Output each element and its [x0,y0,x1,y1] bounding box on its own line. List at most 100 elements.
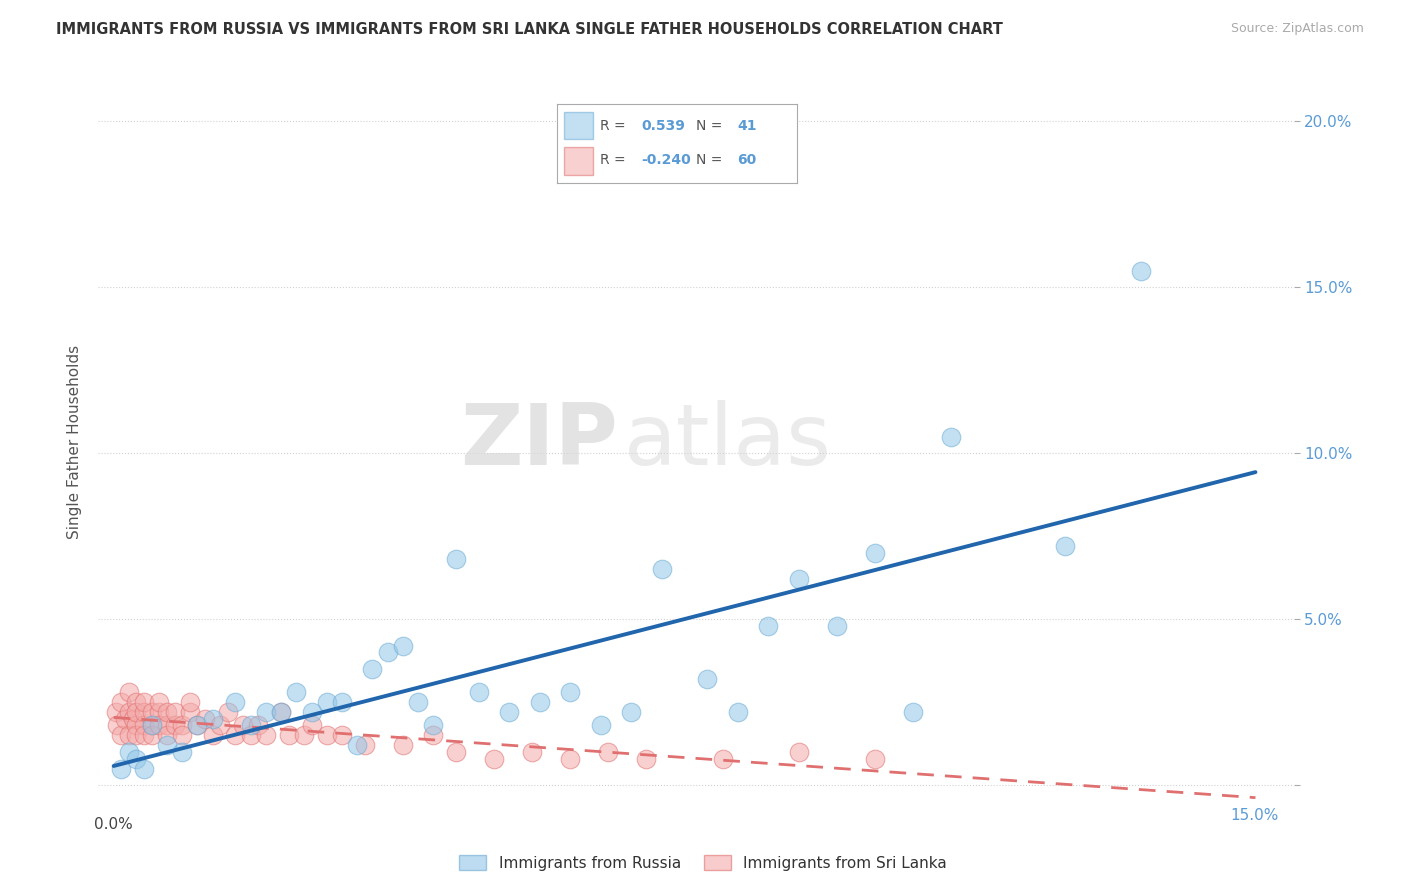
Point [132,705,155,719]
Point [224,728,246,742]
Point [114,712,136,726]
Point [589,718,612,732]
Point [125,705,148,719]
Text: Source: ZipAtlas.com: Source: ZipAtlas.com [1230,22,1364,36]
Point [529,695,551,709]
Point [330,728,353,742]
Point [444,745,467,759]
Point [444,552,467,566]
Point [598,745,620,759]
Point [201,712,224,726]
Point [361,662,384,676]
Point [186,718,208,732]
FancyBboxPatch shape [564,112,593,139]
Point [148,718,170,732]
Point [353,739,375,753]
Point [522,745,544,759]
Point [179,705,201,719]
Legend: Immigrants from Russia, Immigrants from Sri Lanka: Immigrants from Russia, Immigrants from … [450,846,956,880]
Point [132,728,155,742]
Text: 0.539: 0.539 [641,119,685,133]
Point [125,728,148,742]
Point [232,718,254,732]
Point [392,639,415,653]
Point [156,739,179,753]
Point [392,739,415,753]
Point [118,728,141,742]
Point [163,718,186,732]
Point [285,685,308,699]
Point [696,672,718,686]
Point [148,705,170,719]
Point [247,718,270,732]
Point [110,695,132,709]
Point [636,751,658,765]
Text: 15.0%: 15.0% [1230,808,1278,823]
Point [132,762,155,776]
Point [239,728,262,742]
Point [277,728,299,742]
Point [125,718,148,732]
Point [239,718,262,732]
Point [1130,263,1153,277]
Point [141,718,163,732]
Point [186,718,208,732]
Point [194,712,217,726]
Point [201,728,224,742]
Point [118,685,141,699]
Point [156,705,179,719]
Point [620,705,643,719]
Point [118,705,141,719]
Point [422,728,444,742]
Text: 41: 41 [737,119,756,133]
Point [468,685,491,699]
Point [141,728,163,742]
Point [711,751,734,765]
Point [422,718,444,732]
Point [172,745,194,759]
Text: IMMIGRANTS FROM RUSSIA VS IMMIGRANTS FROM SRI LANKA SINGLE FATHER HOUSEHOLDS COR: IMMIGRANTS FROM RUSSIA VS IMMIGRANTS FRO… [56,22,1002,37]
Point [125,751,148,765]
Point [104,705,127,719]
Point [863,546,886,560]
Point [901,705,924,719]
Text: N =: N = [696,119,723,133]
Text: -0.240: -0.240 [641,153,690,168]
Point [156,718,179,732]
Point [209,718,232,732]
Point [118,745,141,759]
Point [315,695,337,709]
Point [484,751,506,765]
Point [787,745,810,759]
Point [301,705,323,719]
Point [172,728,194,742]
Point [825,619,848,633]
FancyBboxPatch shape [564,147,593,175]
Point [107,718,129,732]
Point [156,728,179,742]
Point [301,718,323,732]
Point [141,705,163,719]
Point [163,705,186,719]
Point [121,712,143,726]
Point [179,695,201,709]
Text: 60: 60 [737,153,756,168]
Point [224,695,246,709]
Point [254,728,277,742]
Point [346,739,368,753]
Point [132,695,155,709]
Point [377,645,399,659]
Point [110,728,132,742]
Point [756,619,779,633]
Point [498,705,520,719]
Point [727,705,749,719]
Point [651,562,673,576]
Point [406,695,429,709]
Point [863,751,886,765]
Point [330,695,353,709]
Point [254,705,277,719]
Point [148,695,170,709]
Point [787,572,810,586]
Text: atlas: atlas [624,400,832,483]
Point [110,762,132,776]
